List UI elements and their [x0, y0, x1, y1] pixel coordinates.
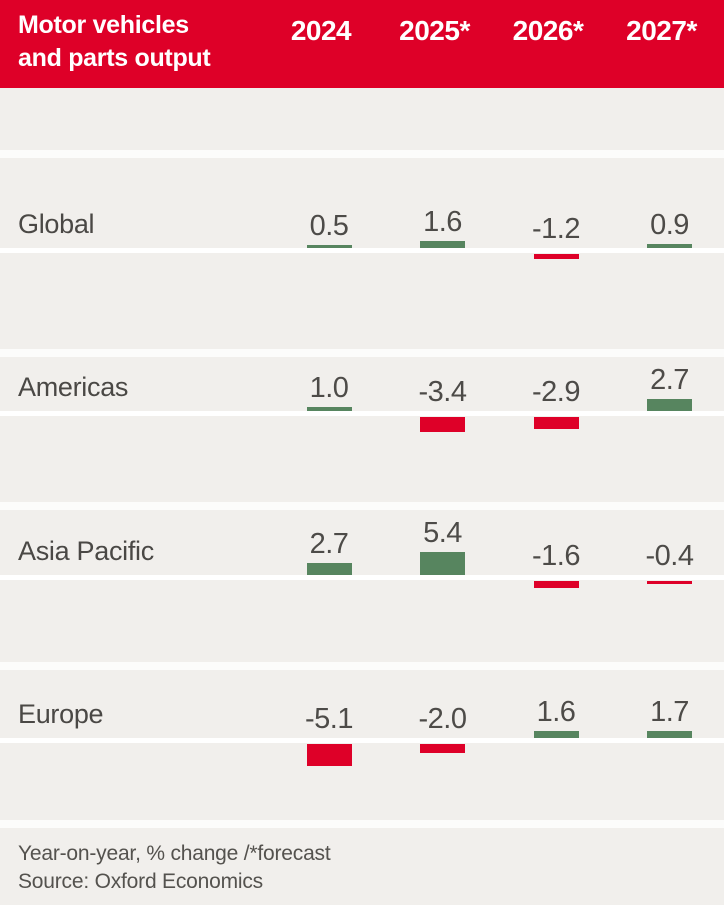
value-bar	[647, 244, 692, 248]
value-bar	[420, 241, 465, 248]
chart-title: Motor vehicles and parts output	[18, 9, 211, 75]
row-label-global: Global	[18, 209, 95, 239]
row-baseline	[0, 575, 724, 580]
row-label-americas: Americas	[18, 372, 129, 402]
source-line: Source: Oxford Economics	[18, 870, 263, 893]
value-bar	[533, 417, 579, 430]
value-bar	[306, 744, 352, 766]
value-label: 0.5	[309, 210, 349, 242]
row-separator	[0, 662, 724, 670]
value-bar	[306, 406, 352, 411]
value-label: 1.6	[423, 206, 462, 239]
value-label: -1.6	[532, 540, 580, 572]
value-label: 2.7	[309, 528, 349, 561]
value-bar	[306, 563, 352, 575]
row-separator	[0, 150, 724, 158]
row-label-europe: Europe	[18, 699, 104, 729]
value-bar	[647, 730, 692, 738]
chart-title-line2: and parts output	[18, 44, 211, 72]
value-label: 1.0	[309, 371, 349, 404]
chart-title-line1: Motor vehicles	[18, 11, 189, 39]
value-label: -3.4	[418, 376, 467, 408]
value-label: 2.7	[650, 364, 689, 397]
bottom-strip	[0, 905, 724, 912]
column-header-2026: 2026*	[512, 15, 584, 46]
footer: Year-on-year, % change /*forecast Source…	[18, 840, 331, 896]
row-separator	[0, 502, 724, 510]
value-label: -2.9	[532, 376, 580, 408]
value-label: 1.6	[536, 696, 576, 729]
footnote: Year-on-year, % change /*forecast	[18, 842, 331, 865]
value-bar	[420, 744, 465, 753]
row-baseline	[0, 411, 724, 416]
row-separator	[0, 820, 724, 828]
value-label: -5.1	[305, 703, 353, 735]
value-label: 5.4	[423, 516, 462, 549]
value-bar	[420, 417, 465, 432]
value-bar	[533, 581, 579, 588]
value-bar	[533, 254, 579, 260]
value-label: 0.9	[650, 209, 689, 242]
column-header-2025: 2025*	[399, 15, 470, 46]
value-bar	[647, 399, 692, 411]
value-label: -1.2	[532, 213, 580, 245]
row-separator	[0, 349, 724, 357]
value-bar	[420, 551, 465, 575]
header-banner: Motor vehicles and parts output 2024 2025…	[0, 0, 724, 88]
row-baseline	[0, 738, 724, 743]
column-header-2027: 2027*	[626, 15, 697, 46]
row-label-asia-pacific: Asia Pacific	[18, 536, 154, 566]
value-bar	[533, 731, 579, 738]
row-baseline	[0, 248, 724, 253]
value-label: 1.7	[650, 695, 689, 728]
column-header-2024: 2024	[290, 15, 352, 46]
value-label: -2.0	[418, 703, 467, 735]
value-bar	[647, 581, 692, 584]
value-bar	[306, 245, 352, 248]
value-label: -0.4	[645, 540, 694, 572]
